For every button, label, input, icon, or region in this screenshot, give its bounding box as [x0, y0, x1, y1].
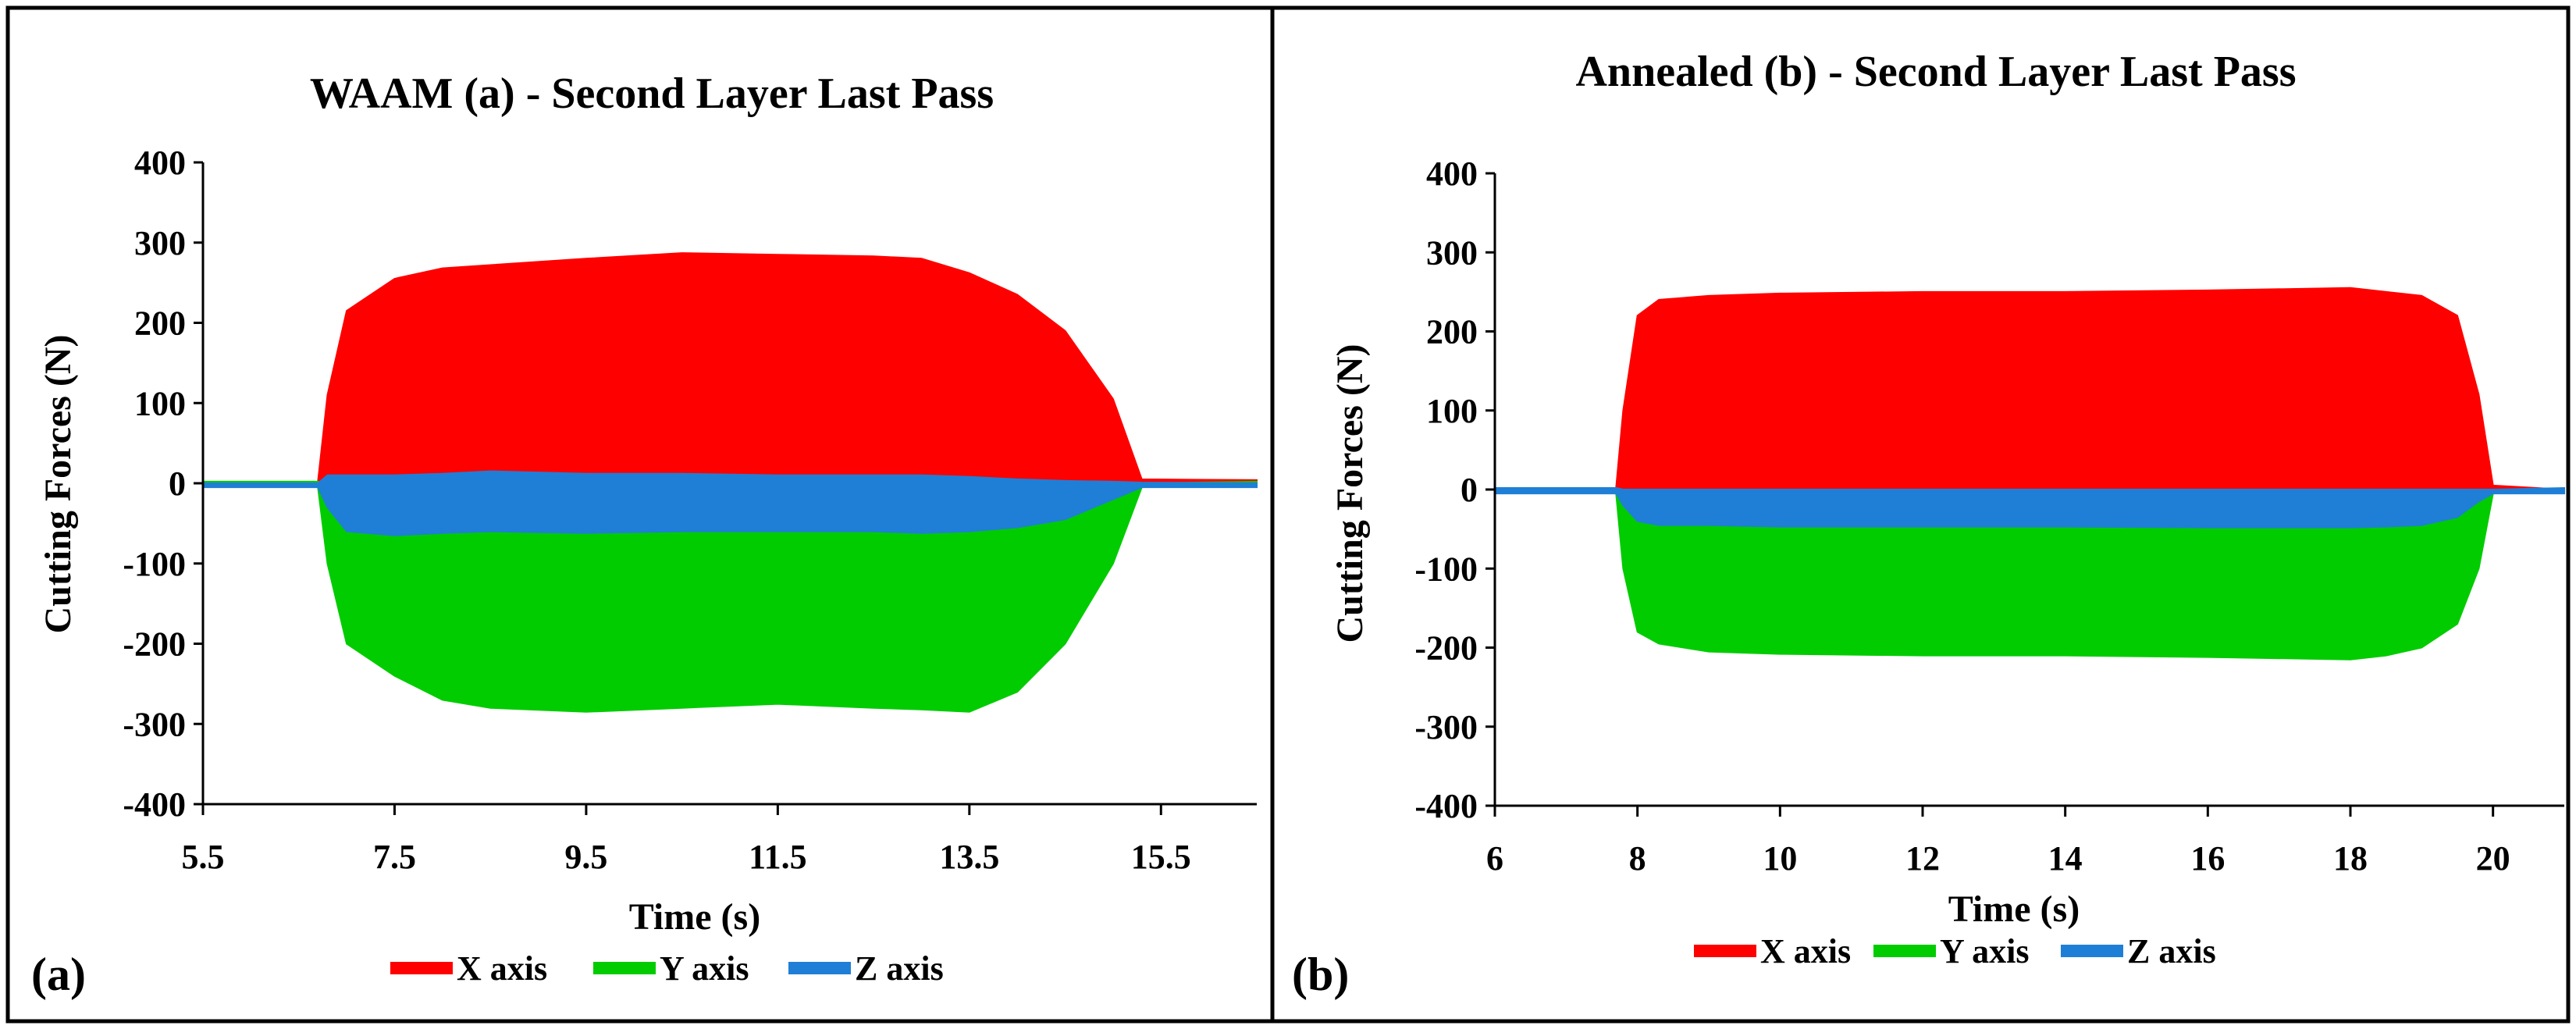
y-tick-label: 100 [1426, 392, 1478, 430]
x-tick-label: 10 [1763, 839, 1797, 878]
legend-label-x: X axis [1760, 932, 1851, 970]
legend-swatch-x [390, 962, 453, 974]
panel-label: (a) [31, 949, 86, 1000]
chart-title: WAAM (a) - Second Layer Last Pass [310, 69, 994, 118]
x-tick-label: 5.5 [182, 838, 225, 876]
x-tick-label: 6 [1486, 839, 1503, 878]
y-tick-label: -200 [123, 625, 186, 664]
y-tick-label: -400 [1414, 787, 1478, 825]
y-tick-label: 200 [134, 304, 186, 343]
y-tick-label: 100 [134, 384, 186, 422]
legend-swatch-y [1873, 945, 1936, 957]
legend-swatch-y [593, 962, 656, 974]
y-tick-label: -300 [1414, 708, 1478, 746]
y-tick-label: 400 [134, 144, 186, 182]
panel-label: (b) [1292, 949, 1349, 1000]
y-tick-label: 0 [169, 465, 186, 503]
legend: X axis Y axis Z axis [390, 949, 944, 988]
x-axis-label: Time (s) [1948, 888, 2080, 930]
x-tick-label: 9.5 [564, 838, 607, 876]
chart-title: Annealed (b) - Second Layer Last Pass [1575, 48, 2296, 96]
y-tick-label: -100 [1414, 550, 1478, 588]
legend-swatch-z [2061, 945, 2123, 957]
y-tick-label: 200 [1426, 313, 1478, 351]
y-tick-label: 300 [1426, 233, 1478, 272]
series-z-axis [202, 470, 1258, 536]
legend-label-z: Z axis [855, 949, 944, 988]
chart-panel-b: Annealed (b) - Second Layer Last Pass 40… [1292, 48, 2565, 1000]
x-axis-label: Time (s) [629, 896, 760, 938]
x-tick-label: 8 [1629, 839, 1646, 878]
series-x-axis [1494, 287, 2565, 490]
y-tick-label: 300 [134, 224, 186, 262]
legend-label-z: Z axis [2127, 932, 2216, 970]
legend-label-y: Y axis [660, 949, 749, 988]
y-tick-label: -200 [1414, 629, 1478, 668]
x-tick-label: 12 [1905, 839, 1940, 878]
y-tick-label: -100 [123, 545, 186, 583]
legend-label-y: Y axis [1940, 932, 2030, 970]
plot-area: 400 300 200 100 0 -100 -200 -300 -400 5.5 7.5 9.5 11… [123, 144, 1258, 876]
x-tick-label: 7.5 [373, 838, 416, 876]
x-tick-label: 20 [2476, 839, 2510, 878]
x-tick-label: 18 [2333, 839, 2368, 878]
x-tick-label: 15.5 [1131, 838, 1191, 876]
x-tick-label: 16 [2190, 839, 2225, 878]
y-axis-label: Cutting Forces (N) [37, 334, 79, 633]
y-tick-label: 400 [1426, 155, 1478, 193]
y-tick-label: 0 [1461, 471, 1478, 509]
legend-swatch-x [1694, 945, 1756, 957]
legend-label-x: X axis [457, 949, 547, 988]
legend-swatch-z [788, 962, 851, 974]
series-z-axis [1494, 486, 2565, 529]
y-axis-label: Cutting Forces (N) [1329, 344, 1371, 643]
x-tick-label: 13.5 [939, 838, 999, 876]
legend: X axis Y axis Z axis [1694, 932, 2216, 970]
chart-panel-a: WAAM (a) - Second Layer Last Pass 400 300… [31, 69, 1258, 1000]
x-tick-label: 14 [2048, 839, 2083, 878]
y-tick-label: -300 [123, 705, 186, 743]
y-tick-label: -400 [123, 785, 186, 824]
x-tick-label: 11.5 [749, 838, 807, 876]
